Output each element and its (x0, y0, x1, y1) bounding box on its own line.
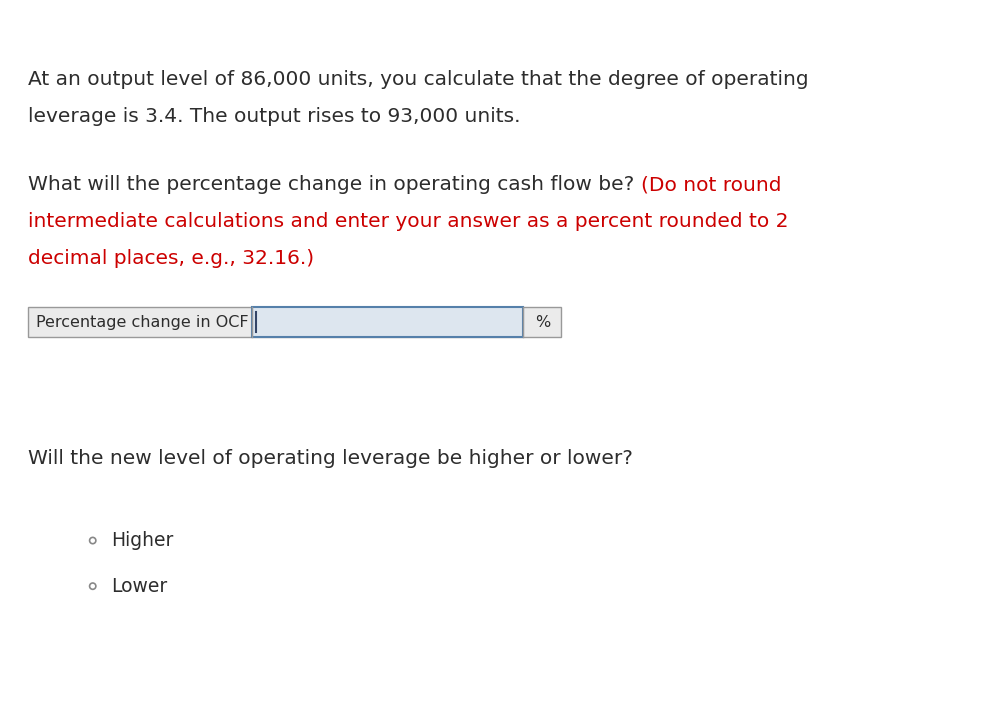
Text: Will the new level of operating leverage be higher or lower?: Will the new level of operating leverage… (28, 449, 633, 468)
Ellipse shape (90, 538, 96, 543)
FancyBboxPatch shape (28, 307, 561, 337)
FancyBboxPatch shape (252, 307, 523, 337)
Text: What will the percentage change in operating cash flow be?: What will the percentage change in opera… (28, 176, 640, 194)
Text: leverage is 3.4. The output rises to 93,000 units.: leverage is 3.4. The output rises to 93,… (28, 107, 520, 126)
Text: decimal places, e.g., 32.16.): decimal places, e.g., 32.16.) (28, 249, 314, 267)
Text: Higher: Higher (111, 531, 173, 550)
Text: Percentage change in OCF: Percentage change in OCF (36, 314, 248, 330)
Ellipse shape (90, 583, 96, 590)
Text: (Do not round: (Do not round (640, 176, 781, 194)
Text: intermediate calculations and enter your answer as a percent rounded to 2: intermediate calculations and enter your… (28, 212, 789, 231)
Text: At an output level of 86,000 units, you calculate that the degree of operating: At an output level of 86,000 units, you … (28, 70, 809, 89)
Text: %: % (534, 314, 550, 330)
Text: Lower: Lower (111, 576, 166, 596)
